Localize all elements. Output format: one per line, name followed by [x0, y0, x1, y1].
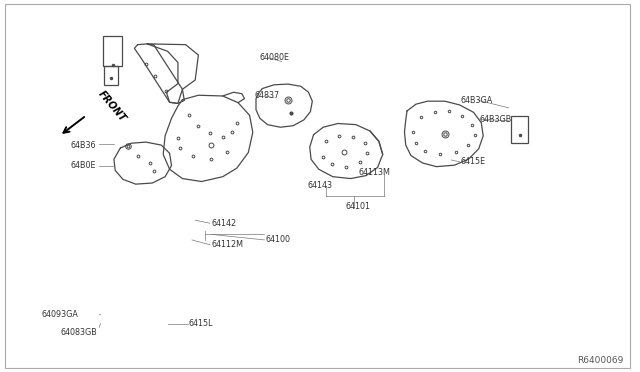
Text: 64143: 64143 — [307, 182, 332, 190]
Text: FRONT: FRONT — [96, 89, 127, 124]
Bar — [104, 66, 118, 85]
Text: 64837: 64837 — [255, 92, 280, 100]
Text: 64B3GB: 64B3GB — [480, 115, 512, 124]
Bar — [103, 36, 122, 66]
Text: 6415E: 6415E — [461, 157, 486, 166]
Bar — [511, 115, 528, 143]
Text: 6415L: 6415L — [189, 319, 213, 328]
Text: 64B36: 64B36 — [70, 141, 96, 150]
Text: 64101: 64101 — [346, 202, 371, 211]
Text: 64B0E: 64B0E — [70, 161, 96, 170]
Text: 64113M: 64113M — [358, 169, 390, 177]
Text: R6400069: R6400069 — [578, 356, 624, 365]
Text: 64B3GA: 64B3GA — [461, 96, 493, 105]
Text: 64080E: 64080E — [259, 53, 289, 62]
Text: 64093GA: 64093GA — [42, 310, 79, 319]
Text: 64142: 64142 — [211, 219, 236, 228]
Text: 64112M: 64112M — [211, 240, 243, 249]
Text: 64100: 64100 — [266, 235, 291, 244]
Text: 64083GB: 64083GB — [61, 328, 97, 337]
